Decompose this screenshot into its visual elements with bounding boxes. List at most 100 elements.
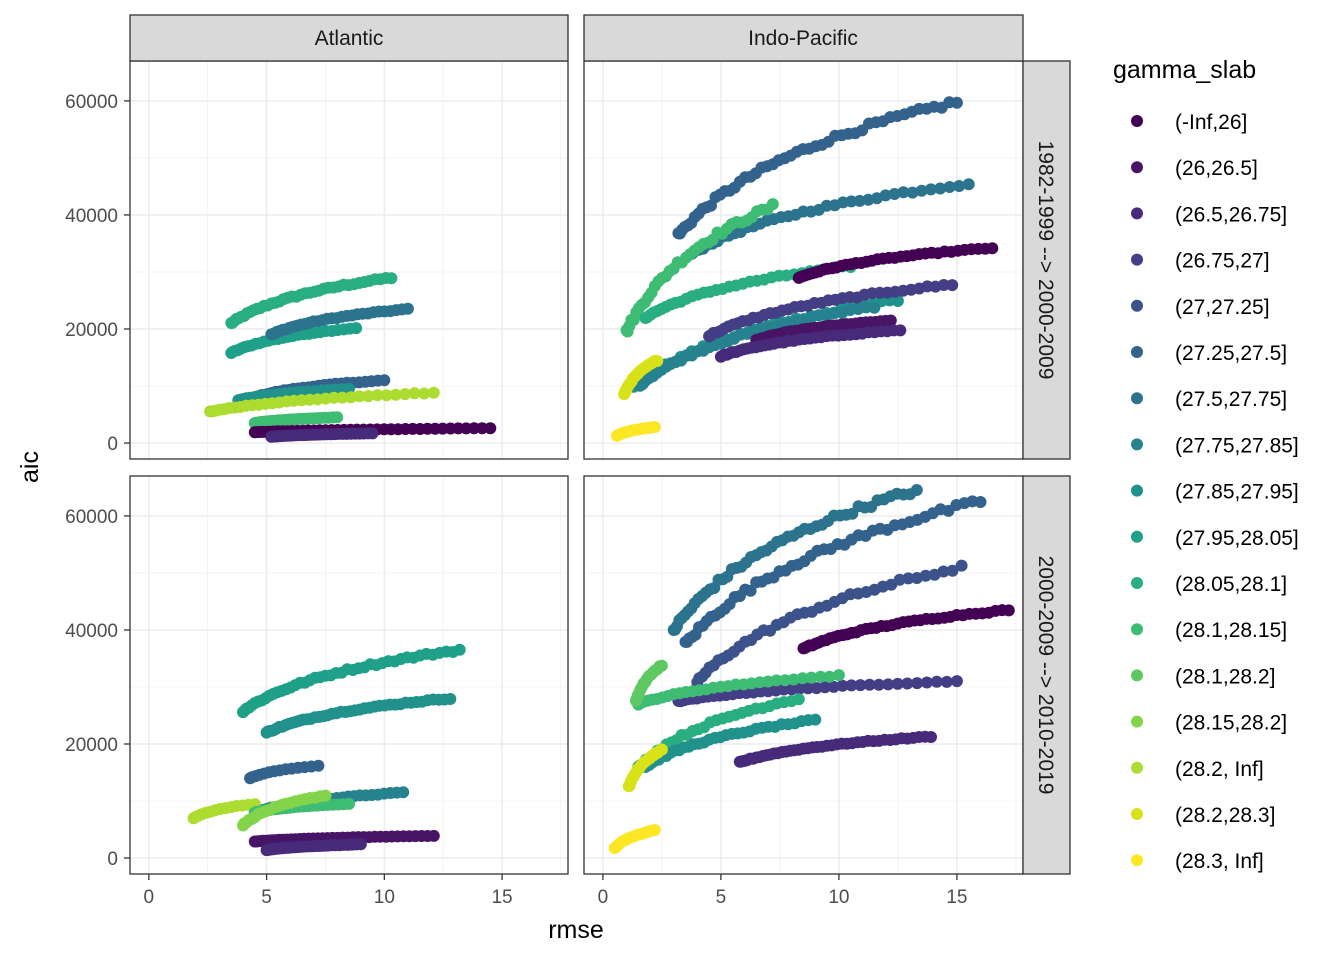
legend-key — [1131, 715, 1143, 728]
legend-key — [1131, 115, 1143, 127]
panel-points — [611, 96, 999, 442]
legend-key — [1131, 808, 1143, 820]
data-point — [344, 391, 357, 404]
data-point — [891, 677, 904, 690]
data-point — [950, 675, 963, 688]
data-point — [884, 314, 897, 327]
data-point — [805, 671, 818, 684]
y-tick-label: 20000 — [65, 320, 118, 341]
row-strip-1: 1982-1999 --> 2000-2009 — [1022, 60, 1071, 460]
data-point — [930, 675, 943, 688]
legend-key — [1131, 392, 1143, 405]
x-tick-label: 10 — [374, 887, 395, 908]
data-point — [453, 643, 466, 656]
data-point — [946, 279, 959, 292]
row-strip-2: 2000-2009 --> 2010-2019 — [1022, 475, 1071, 875]
data-point — [937, 565, 950, 578]
y-tick-label: 0 — [107, 849, 118, 870]
legend-label: (28.1,28.15] — [1175, 619, 1287, 642]
data-point — [955, 559, 968, 572]
data-point — [770, 674, 783, 687]
legend-key — [1131, 577, 1143, 589]
data-point — [350, 322, 363, 335]
x-tick-label: 15 — [946, 887, 967, 908]
data-point — [312, 759, 325, 772]
legend-label: (28.3, Inf] — [1175, 850, 1264, 873]
data-point — [484, 422, 497, 435]
legend-label: (26.5,26.75] — [1175, 203, 1287, 226]
legend-title: gamma_slab — [1113, 56, 1256, 84]
legend-key — [1131, 761, 1143, 774]
x-tick-label: 15 — [491, 887, 512, 908]
legend-key — [1131, 299, 1143, 312]
legend-items: (-Inf,26] (26,26.5] (26.5,26.75] (26.75,27]… — [1131, 111, 1299, 873]
data-point — [418, 387, 431, 400]
data-point — [943, 181, 956, 193]
data-point — [802, 682, 815, 695]
data-point — [950, 96, 963, 109]
data-point — [902, 572, 915, 585]
y-tick-label: 40000 — [65, 206, 118, 227]
data-point — [427, 829, 440, 842]
data-point — [906, 186, 919, 199]
x-axis: 0 5 10 15 0 5 10 15 — [144, 874, 967, 908]
y-tick-label: 20000 — [65, 735, 118, 756]
legend-label: (26,26.5] — [1175, 157, 1258, 180]
data-point — [648, 824, 661, 836]
data-point — [868, 301, 881, 314]
data-point — [366, 427, 379, 440]
legend-label: (28.2, Inf] — [1175, 758, 1264, 781]
data-point — [882, 678, 895, 691]
x-tick-label: 5 — [716, 887, 727, 908]
data-point — [343, 797, 355, 810]
data-point — [937, 279, 950, 291]
data-point — [823, 670, 836, 683]
data-point — [651, 355, 664, 367]
column-strip-atlantic: Atlantic — [129, 14, 569, 62]
legend-key — [1131, 623, 1143, 636]
data-point — [897, 186, 910, 199]
data-point — [779, 674, 791, 687]
data-point — [809, 713, 822, 726]
legend-label: (26.75,27] — [1175, 250, 1270, 273]
y-axis: 0 20000 40000 60000 0 20000 40000 60000 — [65, 92, 130, 870]
data-point — [787, 673, 800, 686]
legend-label: (27.25,27.5] — [1175, 342, 1287, 365]
x-tick-label: 5 — [261, 887, 272, 908]
data-point — [371, 389, 384, 402]
legend: gamma_slab (-Inf,26] (26,26.5] (26.5,26.75… — [1113, 56, 1299, 873]
panel-indopacific-row1 — [583, 60, 1024, 460]
data-point — [901, 677, 914, 690]
data-point — [879, 189, 892, 202]
data-point — [920, 676, 933, 689]
data-point — [380, 389, 393, 402]
data-point — [974, 496, 987, 508]
legend-label: (-Inf,26] — [1175, 111, 1247, 134]
data-point — [832, 669, 845, 682]
strip-label-atlantic: Atlantic — [315, 27, 384, 50]
panel-grid — [584, 61, 1023, 459]
legend-label: (27.75,27.85] — [1175, 434, 1299, 457]
panel-border — [129, 475, 569, 875]
data-point — [1002, 604, 1015, 617]
data-point — [986, 242, 999, 255]
data-point — [655, 743, 668, 756]
data-point — [354, 838, 367, 851]
data-point — [814, 670, 827, 683]
data-point — [648, 421, 661, 433]
data-point — [934, 182, 947, 195]
x-tick-label: 0 — [598, 887, 609, 908]
y-tick-label: 60000 — [65, 507, 118, 528]
y-tick-label: 40000 — [65, 621, 118, 642]
legend-key — [1131, 253, 1143, 266]
data-point — [925, 731, 937, 743]
data-point — [888, 188, 901, 200]
x-tick-label: 10 — [828, 887, 849, 908]
data-point — [915, 184, 928, 197]
data-point — [891, 295, 904, 307]
y-tick-label: 60000 — [65, 92, 118, 113]
data-point — [894, 324, 907, 337]
data-point — [385, 272, 398, 285]
data-point — [911, 677, 924, 690]
